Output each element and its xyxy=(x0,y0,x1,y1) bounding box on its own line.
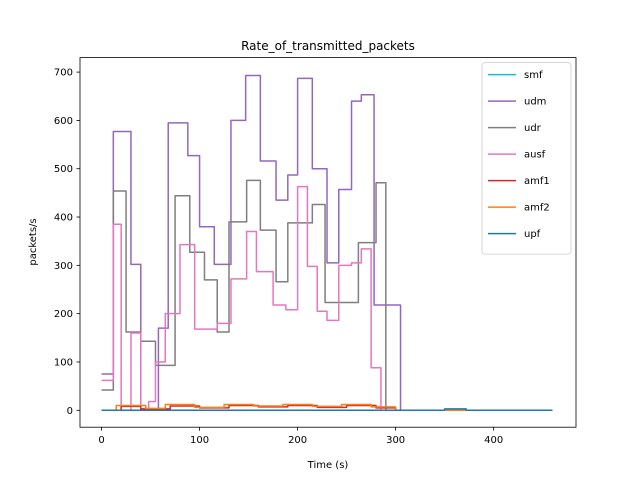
x-tick-label: 0 xyxy=(98,435,104,446)
legend-item-amf1: amf1 xyxy=(488,176,550,187)
legend-item-amf2: amf2 xyxy=(488,203,550,214)
legend-item-udm: udm xyxy=(488,97,546,108)
legend-label: smf xyxy=(524,70,543,81)
chart-title: Rate_of_transmitted_packets xyxy=(241,39,415,53)
axes-frame xyxy=(79,57,577,428)
legend-box xyxy=(481,62,572,255)
y-axis-label: packets/s xyxy=(28,218,39,265)
plot-lines xyxy=(101,74,553,412)
series-line-upf xyxy=(101,408,553,412)
legend-item-ausf: ausf xyxy=(488,150,546,161)
legend-label: ausf xyxy=(524,150,546,161)
x-tick-label: 400 xyxy=(484,435,503,446)
y-tick-label: 600 xyxy=(54,116,73,127)
legend-item-smf: smf xyxy=(488,70,543,81)
legend: smf udm udr ausf amf1 amf2 upf xyxy=(481,62,572,255)
x-axis-label: Time (s) xyxy=(307,460,349,471)
y-tick-label: 500 xyxy=(54,164,73,175)
y-axis: 0 100 200 300 400 500 600 700 xyxy=(54,68,80,417)
legend-item-upf: upf xyxy=(488,229,541,240)
legend-item-udr: udr xyxy=(488,123,542,134)
series-line-amf2 xyxy=(101,403,553,412)
x-axis: 0 100 200 300 400 xyxy=(98,427,503,446)
legend-label: amf1 xyxy=(524,176,550,187)
x-tick-label: 200 xyxy=(288,435,307,446)
y-tick-label: 400 xyxy=(54,213,73,224)
y-tick-label: 700 xyxy=(54,68,73,79)
y-tick-label: 100 xyxy=(54,357,73,368)
legend-label: udr xyxy=(524,123,542,134)
legend-label: upf xyxy=(524,229,541,240)
x-tick-label: 300 xyxy=(386,435,405,446)
y-tick-label: 200 xyxy=(54,309,73,320)
legend-label: udm xyxy=(524,97,546,108)
x-tick-label: 100 xyxy=(190,435,209,446)
legend-label: amf2 xyxy=(524,203,550,214)
y-tick-label: 0 xyxy=(67,406,73,417)
y-tick-label: 300 xyxy=(54,261,73,272)
series-line-udr xyxy=(101,179,553,412)
